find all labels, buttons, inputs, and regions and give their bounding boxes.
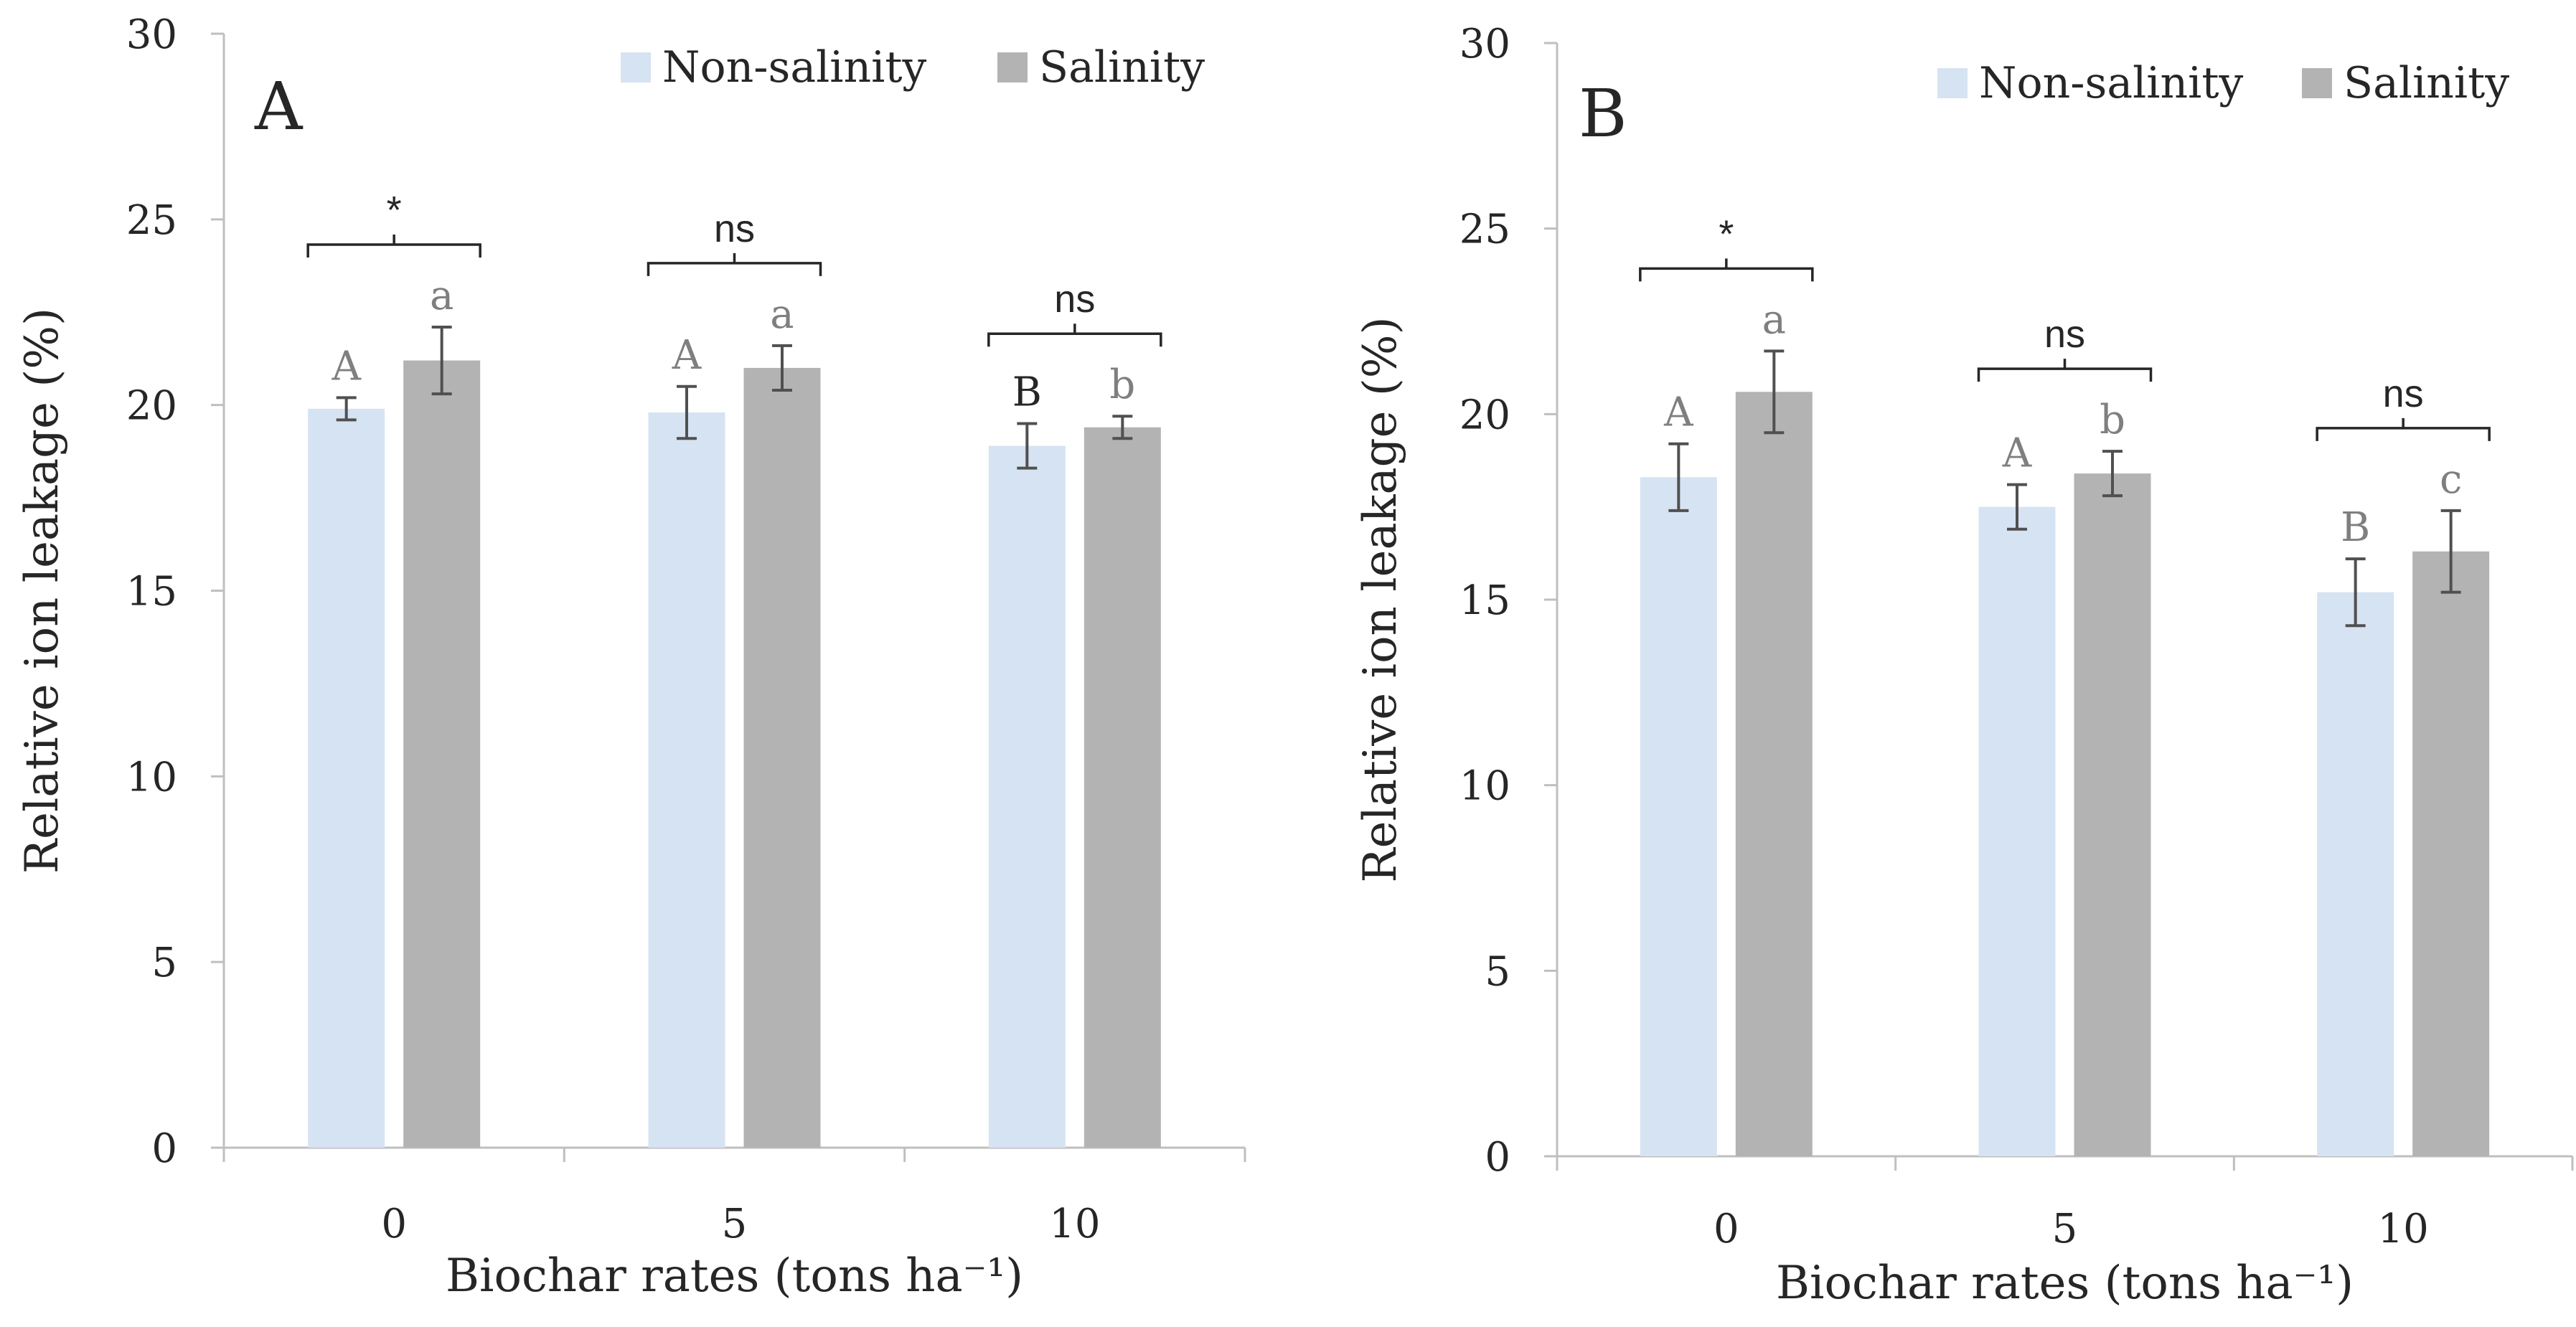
legend-label-salinity: Salinity bbox=[2344, 58, 2509, 108]
legend-swatch-non-salinity bbox=[1937, 68, 1968, 98]
significance-letter: A bbox=[331, 343, 361, 389]
significance-bracket bbox=[647, 252, 822, 276]
significance-marker: ns bbox=[1054, 278, 1095, 321]
legend-label-salinity: Salinity bbox=[1039, 42, 1205, 93]
x-axis-title: Biochar rates (tons ha⁻¹) bbox=[446, 1250, 1023, 1303]
x-tick-label: 10 bbox=[1049, 1201, 1100, 1247]
bar-non-salinity bbox=[308, 408, 385, 1148]
bar-non-salinity bbox=[988, 445, 1066, 1148]
bar-non-salinity bbox=[2317, 592, 2394, 1156]
y-axis-title: Relative ion leakage (%) bbox=[16, 308, 69, 874]
y-tick-label: 0 bbox=[151, 1125, 177, 1172]
y-tick-label: 15 bbox=[1459, 577, 1510, 624]
y-tick-label: 20 bbox=[1459, 392, 1510, 438]
legend-label-non-salinity: Non-salinity bbox=[662, 42, 926, 93]
significance-letter: a bbox=[770, 291, 794, 338]
x-axis-title: Biochar rates (tons ha⁻¹) bbox=[1776, 1257, 2354, 1310]
x-tick-label: 10 bbox=[2378, 1206, 2429, 1252]
panel-label: A bbox=[254, 68, 304, 145]
significance-letter: A bbox=[2002, 430, 2032, 477]
significance-letter: A bbox=[1663, 389, 1693, 436]
x-tick-label: 0 bbox=[1714, 1206, 1739, 1252]
significance-marker: ns bbox=[2383, 372, 2424, 415]
legend-swatch-non-salinity bbox=[621, 52, 651, 82]
y-tick-label: 0 bbox=[1485, 1134, 1510, 1181]
significance-bracket bbox=[987, 324, 1162, 347]
y-tick-label: 25 bbox=[1459, 207, 1510, 253]
bar-non-salinity bbox=[1640, 477, 1717, 1156]
significance-bracket bbox=[306, 234, 481, 258]
x-tick-label: 5 bbox=[722, 1201, 748, 1247]
bar-salinity bbox=[1083, 427, 1161, 1148]
bar-salinity bbox=[403, 360, 481, 1148]
significance-letter: B bbox=[1012, 369, 1042, 416]
bar-non-salinity bbox=[648, 412, 725, 1148]
y-tick-label: 10 bbox=[126, 754, 177, 801]
significance-bracket bbox=[2316, 417, 2491, 441]
y-tick-label: 30 bbox=[126, 11, 177, 58]
significance-marker: * bbox=[1719, 212, 1734, 255]
significance-letter: c bbox=[2440, 456, 2462, 503]
significance-bracket bbox=[1639, 258, 1814, 282]
y-tick-label: 5 bbox=[1485, 948, 1510, 995]
x-tick-label: 0 bbox=[381, 1201, 407, 1247]
significance-letter: A bbox=[672, 332, 702, 379]
significance-letter: b bbox=[1109, 362, 1135, 408]
significance-marker: * bbox=[387, 189, 402, 232]
significance-bracket bbox=[1977, 359, 2153, 382]
significance-letter: B bbox=[2341, 504, 2370, 551]
bar-salinity bbox=[2074, 473, 2151, 1156]
significance-letter: a bbox=[430, 273, 453, 319]
significance-marker: ns bbox=[714, 207, 755, 250]
y-tick-label: 5 bbox=[151, 940, 177, 986]
y-tick-label: 15 bbox=[126, 569, 177, 615]
bar-salinity bbox=[743, 367, 821, 1148]
x-tick-label: 5 bbox=[2052, 1206, 2078, 1252]
bar-salinity bbox=[2412, 551, 2490, 1156]
legend-swatch-salinity bbox=[997, 52, 1028, 82]
legend-swatch-salinity bbox=[2302, 68, 2332, 98]
bar-non-salinity bbox=[1978, 506, 2056, 1156]
y-axis-title: Relative ion leakage (%) bbox=[1354, 316, 1407, 882]
y-tick-label: 20 bbox=[126, 383, 177, 430]
legend-label-non-salinity: Non-salinity bbox=[1979, 58, 2243, 108]
panel-label: B bbox=[1579, 75, 1627, 152]
significance-letter: a bbox=[1762, 296, 1786, 343]
significance-marker: ns bbox=[2044, 313, 2085, 356]
y-tick-label: 25 bbox=[126, 197, 177, 244]
bar-salinity bbox=[1735, 392, 1813, 1156]
significance-letter: b bbox=[2100, 397, 2125, 443]
y-tick-label: 30 bbox=[1459, 21, 1510, 67]
y-tick-label: 10 bbox=[1459, 763, 1510, 810]
